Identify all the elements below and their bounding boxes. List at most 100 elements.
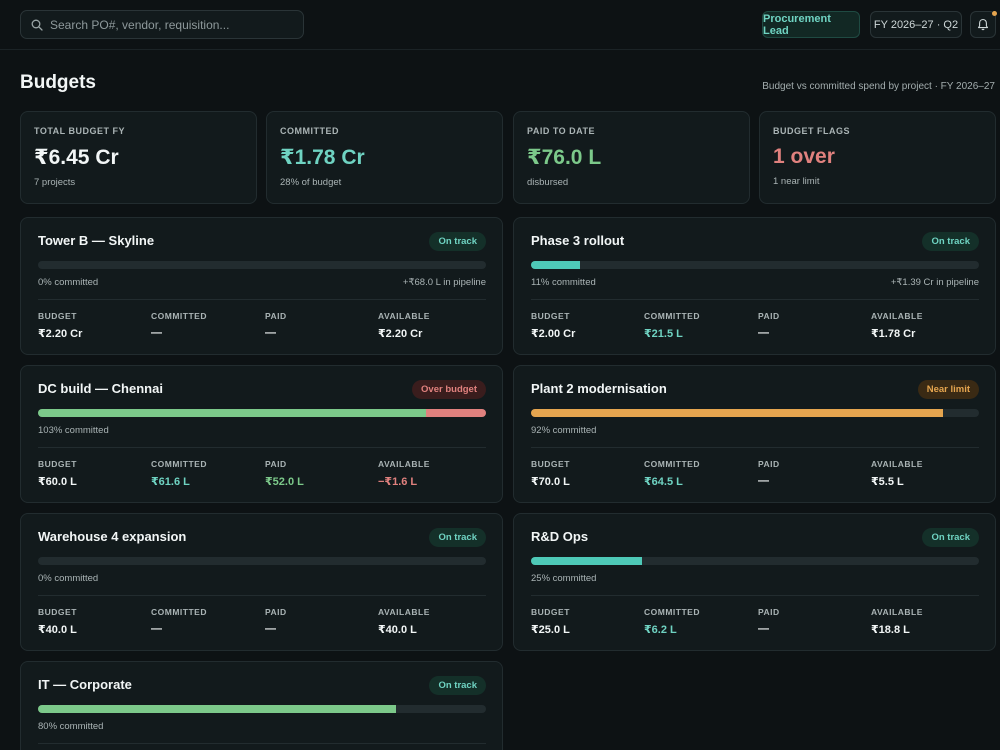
stat-available: AVAILABLE ₹2.20 Cr <box>378 311 488 340</box>
stat-paid: PAID — <box>758 311 868 339</box>
project-card-dc-build[interactable]: DC build — Chennai Over budget 103% comm… <box>20 365 503 503</box>
search-box[interactable] <box>20 10 304 39</box>
stat-label: PAID <box>758 607 780 617</box>
kpi-total-budget: TOTAL BUDGET FY ₹6.45 Cr 7 projects <box>20 111 257 204</box>
stat-value: ₹2.00 Cr <box>531 328 576 340</box>
stat-label: BUDGET <box>531 311 570 321</box>
project-name: Phase 3 rollout <box>531 233 625 248</box>
divider <box>38 743 486 744</box>
search-input[interactable] <box>50 17 290 32</box>
stat-label: COMMITTED <box>151 607 207 617</box>
kpi-value: ₹1.78 Cr <box>280 146 365 169</box>
stat-value: ₹21.5 L <box>644 328 683 340</box>
divider <box>38 447 486 448</box>
stat-label: AVAILABLE <box>378 311 430 321</box>
status-badge: On track <box>429 528 486 547</box>
stat-value: ₹40.0 L <box>38 624 77 636</box>
project-card-warehouse-4[interactable]: Warehouse 4 expansion On track 0% commit… <box>20 513 503 651</box>
progress-track <box>38 409 486 417</box>
status-badge: Near limit <box>917 380 979 399</box>
stat-committed: COMMITTED ₹61.6 L <box>151 459 261 488</box>
stat-label: AVAILABLE <box>871 311 923 321</box>
project-card-tower-b[interactable]: Tower B — Skyline On track 0% committed … <box>20 217 503 355</box>
project-name: IT — Corporate <box>38 677 132 692</box>
stat-budget: BUDGET ₹25.0 L <box>531 607 641 636</box>
progress-track <box>38 261 486 269</box>
stat-label: PAID <box>265 607 287 617</box>
kpi-committed: COMMITTED ₹1.78 Cr 28% of budget <box>266 111 503 204</box>
stat-value: ₹64.5 L <box>644 476 683 488</box>
stat-value: ₹25.0 L <box>531 624 570 636</box>
stat-label: COMMITTED <box>644 459 700 469</box>
kpi-label: BUDGET FLAGS <box>773 126 850 136</box>
stat-paid: PAID ₹52.0 L <box>265 459 375 488</box>
page-title: Budgets <box>20 72 96 93</box>
status-badge: On track <box>429 232 486 251</box>
committed-percent: 0% committed <box>38 573 99 584</box>
project-card-rnd-ops[interactable]: R&D Ops On track 25% committed BUDGET ₹25… <box>513 513 996 651</box>
stat-label: PAID <box>758 311 780 321</box>
stat-value: — <box>758 475 769 487</box>
stat-value: ₹40.0 L <box>378 624 417 636</box>
stat-value: — <box>265 327 276 339</box>
stat-value: — <box>758 623 769 635</box>
stat-available: AVAILABLE ₹40.0 L <box>378 607 488 636</box>
stat-value: ₹61.6 L <box>151 476 190 488</box>
stat-label: COMMITTED <box>151 459 207 469</box>
project-name: Plant 2 modernisation <box>531 381 667 396</box>
committed-percent: 80% committed <box>38 721 104 732</box>
stat-value: −₹1.6 L <box>378 476 418 488</box>
stat-label: AVAILABLE <box>378 607 430 617</box>
stat-label: AVAILABLE <box>378 459 430 469</box>
stat-value: — <box>151 327 162 339</box>
page-subtitle: Budget vs committed spend by project · F… <box>762 81 995 92</box>
progress-track <box>531 261 979 269</box>
progress-track <box>38 705 486 713</box>
stat-available: AVAILABLE ₹5.5 L <box>871 459 981 488</box>
stat-committed: COMMITTED ₹64.5 L <box>644 459 754 488</box>
stat-budget: BUDGET ₹2.20 Cr <box>38 311 148 340</box>
kpi-sub: 28% of budget <box>280 177 342 188</box>
stat-value: ₹5.5 L <box>871 476 904 488</box>
divider <box>531 299 979 300</box>
stat-value: — <box>758 327 769 339</box>
bell-icon <box>977 18 989 31</box>
status-badge: On track <box>922 528 979 547</box>
committed-percent: 0% committed <box>38 277 99 288</box>
role-chip[interactable]: Procurement Lead <box>762 11 860 38</box>
notification-dot <box>992 11 997 16</box>
stat-value: ₹6.2 L <box>644 624 677 636</box>
stat-available: AVAILABLE ₹1.78 Cr <box>871 311 981 340</box>
project-card-it-corporate[interactable]: IT — Corporate On track 80% committed <box>20 661 503 750</box>
stat-paid: PAID — <box>265 311 375 339</box>
stat-label: BUDGET <box>531 459 570 469</box>
stat-available: AVAILABLE −₹1.6 L <box>378 459 488 488</box>
project-name: DC build — Chennai <box>38 381 163 396</box>
progress-track <box>531 409 979 417</box>
stat-value: ₹52.0 L <box>265 476 304 488</box>
committed-percent: 92% committed <box>531 425 597 436</box>
committed-percent: 25% committed <box>531 573 597 584</box>
kpi-sub: 1 near limit <box>773 176 820 187</box>
status-badge: Over budget <box>412 380 486 399</box>
stat-value: ₹18.8 L <box>871 624 910 636</box>
progress-fill <box>531 557 642 565</box>
stat-budget: BUDGET ₹60.0 L <box>38 459 148 488</box>
stat-budget: BUDGET ₹70.0 L <box>531 459 641 488</box>
period-selector[interactable]: FY 2026–27 · Q2 <box>870 11 962 38</box>
project-card-phase-3[interactable]: Phase 3 rollout On track 11% committed +… <box>513 217 996 355</box>
notifications-button[interactable] <box>970 11 997 38</box>
project-card-plant-2[interactable]: Plant 2 modernisation Near limit 92% com… <box>513 365 996 503</box>
progress-fill <box>38 409 426 417</box>
stat-label: BUDGET <box>531 607 570 617</box>
kpi-label: PAID TO DATE <box>527 126 596 136</box>
stat-label: BUDGET <box>38 311 77 321</box>
stat-paid: PAID — <box>265 607 375 635</box>
status-badge: On track <box>922 232 979 251</box>
top-bar: Procurement Lead FY 2026–27 · Q2 <box>0 0 1000 50</box>
divider <box>531 447 979 448</box>
divider <box>38 299 486 300</box>
stat-value: ₹70.0 L <box>531 476 570 488</box>
committed-percent: 103% committed <box>38 425 109 436</box>
kpi-value: ₹76.0 L <box>527 146 602 169</box>
